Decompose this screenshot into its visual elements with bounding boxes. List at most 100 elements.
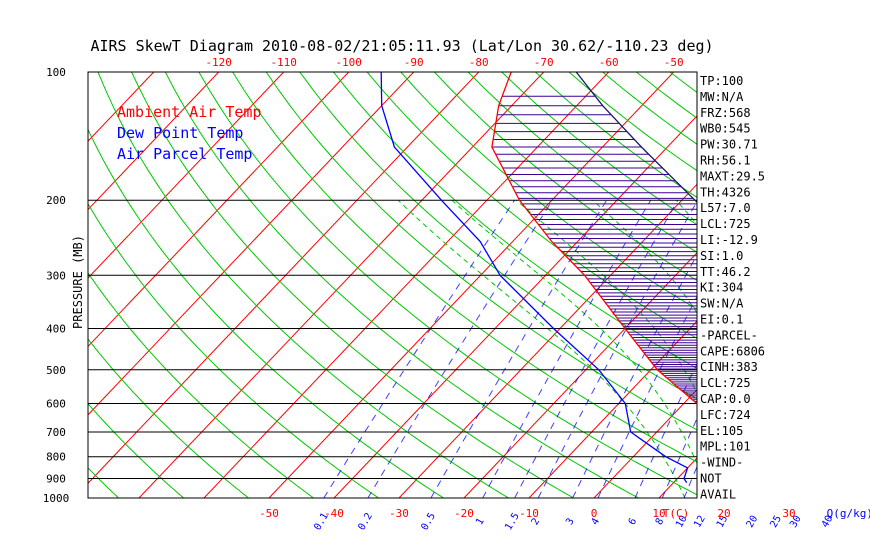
pressure-tick-label: 800 (46, 451, 66, 464)
index-entry: NOT (700, 472, 722, 486)
mixing-ratio-line (367, 199, 553, 498)
mixing-ratio-tick-label: 10 (674, 514, 690, 530)
dry-adiabat-line (232, 72, 697, 463)
isotherm-line (724, 72, 870, 498)
top-temp-tick-label: -110 (270, 56, 297, 69)
x-axis-label: T(C) (663, 507, 690, 520)
mixing-ratio-line (661, 417, 697, 498)
isotherm-line (88, 72, 285, 279)
index-entry: CINH:383 (700, 360, 758, 374)
bottom-temp-tick-label: -30 (389, 507, 409, 520)
index-entry: LI:-12.9 (700, 233, 758, 247)
dry-adiabat-line (771, 72, 870, 498)
index-entry: SW:N/A (700, 297, 744, 311)
bottom-temp-tick-label: 10 (652, 507, 665, 520)
moist-adiabat-line (451, 199, 697, 465)
mixing-ratio-tick-label: 40 (820, 514, 836, 530)
index-entry: -WIND- (700, 456, 743, 470)
dry-adiabat-line (299, 72, 697, 400)
legend-entry: Ambient Air Temp (117, 103, 262, 121)
isotherm-line (528, 320, 697, 498)
pressure-tick-label: 400 (46, 322, 66, 335)
mixing-ratio-line (537, 200, 697, 498)
top-temp-tick-label: -80 (469, 56, 489, 69)
index-entry: EL:105 (700, 424, 743, 438)
dry-adiabat-line (97, 72, 509, 498)
isotherm-line (398, 183, 697, 498)
index-entry: WB0:545 (700, 122, 751, 136)
index-entry: RH:56.1 (700, 154, 751, 168)
pressure-tick-label: 900 (46, 473, 66, 486)
moist-adiabat-line (515, 199, 697, 394)
dry-adiabat-line (400, 72, 697, 310)
dry-adiabat-line (198, 72, 697, 496)
index-entry: L57:7.0 (700, 201, 751, 215)
chart-title: AIRS SkewT Diagram 2010-08-02/21:05:11.9… (90, 37, 713, 55)
top-temp-tick-label: -60 (599, 56, 619, 69)
index-entry: MW:N/A (700, 90, 744, 104)
mixing-ratio-tick-label: 12 (692, 514, 708, 530)
mixing-ratio-line (323, 199, 515, 498)
mixing-ratio-line (634, 362, 697, 498)
mixing-ratio-tick-label: 3 (564, 516, 577, 527)
mixing-ratio-tick-label: 2 (530, 516, 543, 527)
bottom-temp-tick-label: 30 (782, 507, 795, 520)
dry-adiabat-line (164, 72, 639, 498)
index-entry: LCL:725 (700, 217, 751, 231)
dry-adiabat-line (635, 72, 697, 119)
index-entry: CAPE:6806 (700, 344, 765, 358)
mixing-ratio-tick-label: 25 (768, 514, 784, 530)
mixing-ratio-tick-label: 6 (627, 516, 640, 527)
mixing-ratio-tick-label: 4 (590, 516, 603, 527)
dry-adiabat-line (88, 202, 379, 498)
dry-adiabat-line (805, 72, 870, 498)
pressure-tick-label: 1000 (43, 492, 70, 505)
moist-adiabat-line (821, 200, 841, 498)
index-entry: CAP:0.0 (700, 392, 751, 406)
isotherm-line (88, 72, 220, 211)
isotherm-line (88, 72, 415, 416)
index-entry: KI:304 (700, 281, 743, 295)
pressure-tick-label: 500 (46, 364, 66, 377)
bottom-temp-tick-label: 20 (717, 507, 730, 520)
index-panel: TP:100 MW:N/A FRZ:568 WB0:545 PW:30.71 RH:56.… (700, 74, 765, 501)
air-parcel-temp-line (575, 72, 697, 203)
mixing-ratio-line (683, 465, 697, 498)
index-entry: -PARCEL- (700, 328, 758, 342)
axis-layer: 0.1 0.2 0.5 1 1.5 2 3 4 6 8 10 12 15 20 25 30 40Q(g/kg)1… (43, 56, 870, 532)
pressure-tick-label: 100 (46, 66, 66, 79)
dry-adiabat-line (88, 402, 184, 498)
mixing-ratio-tick-label: 30 (788, 514, 804, 530)
top-temp-tick-label: -90 (404, 56, 424, 69)
dry-adiabat-line (88, 271, 314, 498)
dry-adiabat-line (737, 72, 870, 498)
moist-adiabat-line (592, 199, 697, 315)
mixing-ratio-tick-label: 15 (715, 514, 731, 530)
index-entry: SI:1.0 (700, 249, 743, 263)
mixing-ratio-tick-label: 1 (474, 516, 487, 527)
dry-adiabat-line (838, 72, 870, 498)
index-entry: TT:46.2 (700, 265, 751, 279)
isotherm-line (138, 72, 545, 498)
grid-layer (88, 72, 870, 498)
isotherm-line (593, 388, 697, 498)
mixing-ratio-line (830, 200, 870, 498)
index-entry: MAXT:29.5 (700, 169, 765, 183)
pressure-tick-label: 300 (46, 269, 66, 282)
mixing-ratio-unit-label: Q(g/kg) (827, 507, 870, 520)
plot-frame (87, 71, 698, 499)
dry-adiabat-line (131, 72, 574, 498)
pressure-tick-label: 600 (46, 397, 66, 410)
isotherm-line (463, 252, 697, 498)
dew-point-temp-line (380, 72, 689, 483)
dry-adiabat-line (366, 72, 697, 340)
top-temp-tick-label: -50 (664, 56, 684, 69)
dry-adiabat-line (467, 72, 697, 253)
mixing-ratio-tick-label: 0.5 (419, 511, 438, 532)
cape-hatch-layer (491, 95, 697, 404)
isotherm-line (333, 115, 697, 498)
isotherm-line (789, 72, 870, 498)
index-entry: LFC:724 (700, 408, 751, 422)
dry-adiabat-line (434, 72, 697, 282)
bottom-temp-tick-label: -20 (454, 507, 474, 520)
